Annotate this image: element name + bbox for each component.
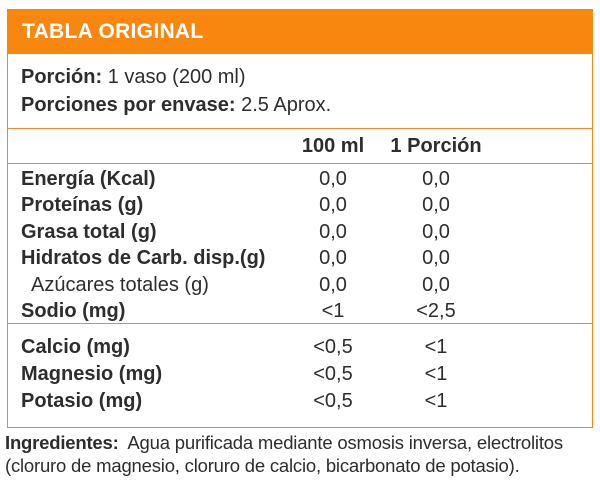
value-per-portion: 0,0 — [422, 167, 450, 190]
value-per-portion: 0,0 — [422, 273, 450, 296]
portions-per-container-line: Porciones por envase: 2.5 Aprox. — [21, 91, 592, 119]
ingredients-line2: (cloruro de magnesio, cloruro de calcio,… — [5, 454, 520, 476]
value-per-100ml: 0,0 — [319, 273, 347, 296]
minerals-section: Calcio (mg) <0,5 <1 Magnesio (mg) <0,5 <1 Pota… — [8, 323, 592, 426]
row-label: Potasio (mg) — [21, 390, 143, 412]
portions-per-container-value: 2.5 Aprox. — [241, 94, 332, 116]
table-row: Hidratos de Carb. disp.(g) 0,0 0,0 — [8, 246, 592, 273]
ingredients-label: Ingredientes: — [5, 432, 119, 453]
value-per-100ml: <1 — [321, 300, 345, 323]
row-label: Proteínas (g) — [21, 194, 144, 217]
column-header-portion: 1 Porción — [390, 134, 482, 157]
nutrients-section: Energía (Kcal) 0,0 0,0 Proteínas (g) 0,0 0,0 G… — [8, 163, 592, 323]
row-label: Hidratos de Carb. disp.(g) — [21, 247, 266, 270]
table-row: Grasa total (g) 0,0 0,0 — [8, 219, 592, 246]
row-label: Grasa total (g) — [21, 220, 157, 243]
row-label: Energía (Kcal) — [21, 167, 156, 190]
portions-per-container-label: Porciones por envase: — [21, 94, 236, 116]
value-per-100ml: 0,0 — [319, 167, 347, 190]
value-per-portion: 0,0 — [422, 220, 450, 243]
column-header-100ml: 100 ml — [301, 134, 365, 157]
value-per-100ml: 0,0 — [319, 194, 347, 217]
ingredients-paragraph: Ingredientes: Agua purificada mediante o… — [5, 432, 597, 477]
table-header-bar: TABLA ORIGINAL — [8, 10, 592, 54]
row-label: Azúcares totales (g) — [31, 273, 209, 296]
column-header-row: 100 ml 1 Porción — [8, 128, 592, 163]
portion-value: 1 vaso (200 ml) — [107, 66, 246, 88]
table-row: Calcio (mg) <0,5 <1 — [8, 334, 592, 361]
row-label: Magnesio (mg) — [21, 363, 163, 385]
table-title: TABLA ORIGINAL — [22, 20, 204, 43]
value-per-100ml: <0,5 — [313, 363, 353, 385]
serving-info: Porción: 1 vaso (200 ml) Porciones por e… — [8, 54, 592, 128]
nutrition-table: TABLA ORIGINAL Porción: 1 vaso (200 ml) … — [7, 9, 593, 428]
row-label: Sodio (mg) — [21, 300, 126, 323]
portion-line: Porción: 1 vaso (200 ml) — [21, 63, 592, 91]
table-row: Sodio (mg) <1 <2,5 — [8, 299, 592, 326]
ingredients-line1: Ingredientes: Agua purificada mediante o… — [5, 432, 597, 455]
value-per-portion: 0,0 — [422, 194, 450, 217]
value-per-100ml: <0,5 — [313, 336, 353, 358]
ingredients-text-line1: Agua purificada mediante osmosis inversa… — [127, 432, 563, 453]
value-per-portion: <1 — [424, 390, 448, 412]
value-per-portion: <1 — [424, 336, 448, 358]
value-per-100ml: <0,5 — [313, 390, 353, 412]
table-row: Proteínas (g) 0,0 0,0 — [8, 193, 592, 220]
table-row: Magnesio (mg) <0,5 <1 — [8, 361, 592, 388]
value-per-portion: <1 — [424, 363, 448, 385]
row-label: Calcio (mg) — [21, 336, 130, 358]
value-per-portion: <2,5 — [416, 300, 456, 323]
table-row: Potasio (mg) <0,5 <1 — [8, 388, 592, 415]
portion-label: Porción: — [21, 66, 103, 88]
table-row: Energía (Kcal) 0,0 0,0 — [8, 166, 592, 193]
value-per-100ml: 0,0 — [319, 247, 347, 270]
table-row: Azúcares totales (g) 0,0 0,0 — [8, 272, 592, 299]
value-per-100ml: 0,0 — [319, 220, 347, 243]
value-per-portion: 0,0 — [422, 247, 450, 270]
